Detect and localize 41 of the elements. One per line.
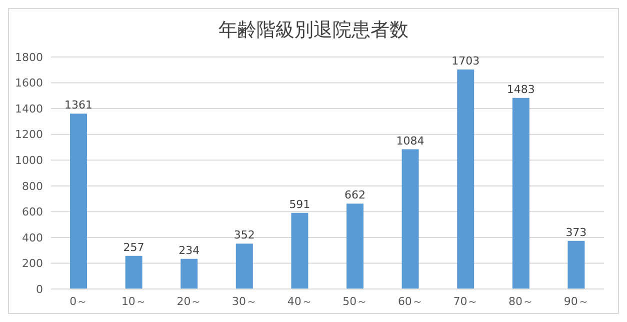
bar <box>568 240 585 289</box>
data-label: 257 <box>123 240 144 254</box>
chart-title: 年齢階級別退院患者数 <box>218 18 410 43</box>
y-tick-label: 1600 <box>15 76 43 90</box>
x-tick-label: 20～ <box>176 294 202 308</box>
data-label: 662 <box>344 188 366 202</box>
x-tick-label: 10～ <box>121 294 146 308</box>
y-tick-label: 0 <box>36 282 43 296</box>
x-tick-label: 0～ <box>70 294 88 308</box>
data-label: 591 <box>289 198 310 211</box>
x-tick-label: 60～ <box>398 294 423 308</box>
x-tick-label: 80～ <box>508 294 534 308</box>
x-tick-label: 30～ <box>232 294 258 308</box>
x-tick-label: 70～ <box>453 294 478 308</box>
data-label: 373 <box>566 226 587 239</box>
y-tick-label: 1000 <box>15 154 43 168</box>
x-tick-label: 50～ <box>342 294 368 308</box>
bar <box>346 204 364 289</box>
data-label: 1483 <box>506 82 535 96</box>
y-tick-label: 1200 <box>15 128 43 142</box>
x-tick-label: 90～ <box>564 294 589 308</box>
data-label: 1703 <box>452 54 480 68</box>
y-tick-label: 1400 <box>15 102 43 116</box>
y-tick-label: 600 <box>22 206 43 219</box>
bar <box>180 258 198 289</box>
data-label: 234 <box>178 244 200 257</box>
x-tick-label: 40～ <box>287 294 312 308</box>
bar <box>70 114 87 289</box>
y-tick-label: 200 <box>22 257 43 270</box>
bar <box>457 70 474 289</box>
data-label: 1361 <box>64 98 92 112</box>
bar <box>125 256 142 289</box>
bar <box>512 98 530 289</box>
data-label: 352 <box>234 228 255 242</box>
bar <box>402 149 419 289</box>
y-tick-label: 800 <box>22 180 43 193</box>
data-label: 1084 <box>396 134 424 148</box>
bar <box>291 212 308 289</box>
bar <box>236 244 253 289</box>
y-tick-label: 1800 <box>15 50 43 64</box>
y-tick-label: 400 <box>22 231 43 244</box>
